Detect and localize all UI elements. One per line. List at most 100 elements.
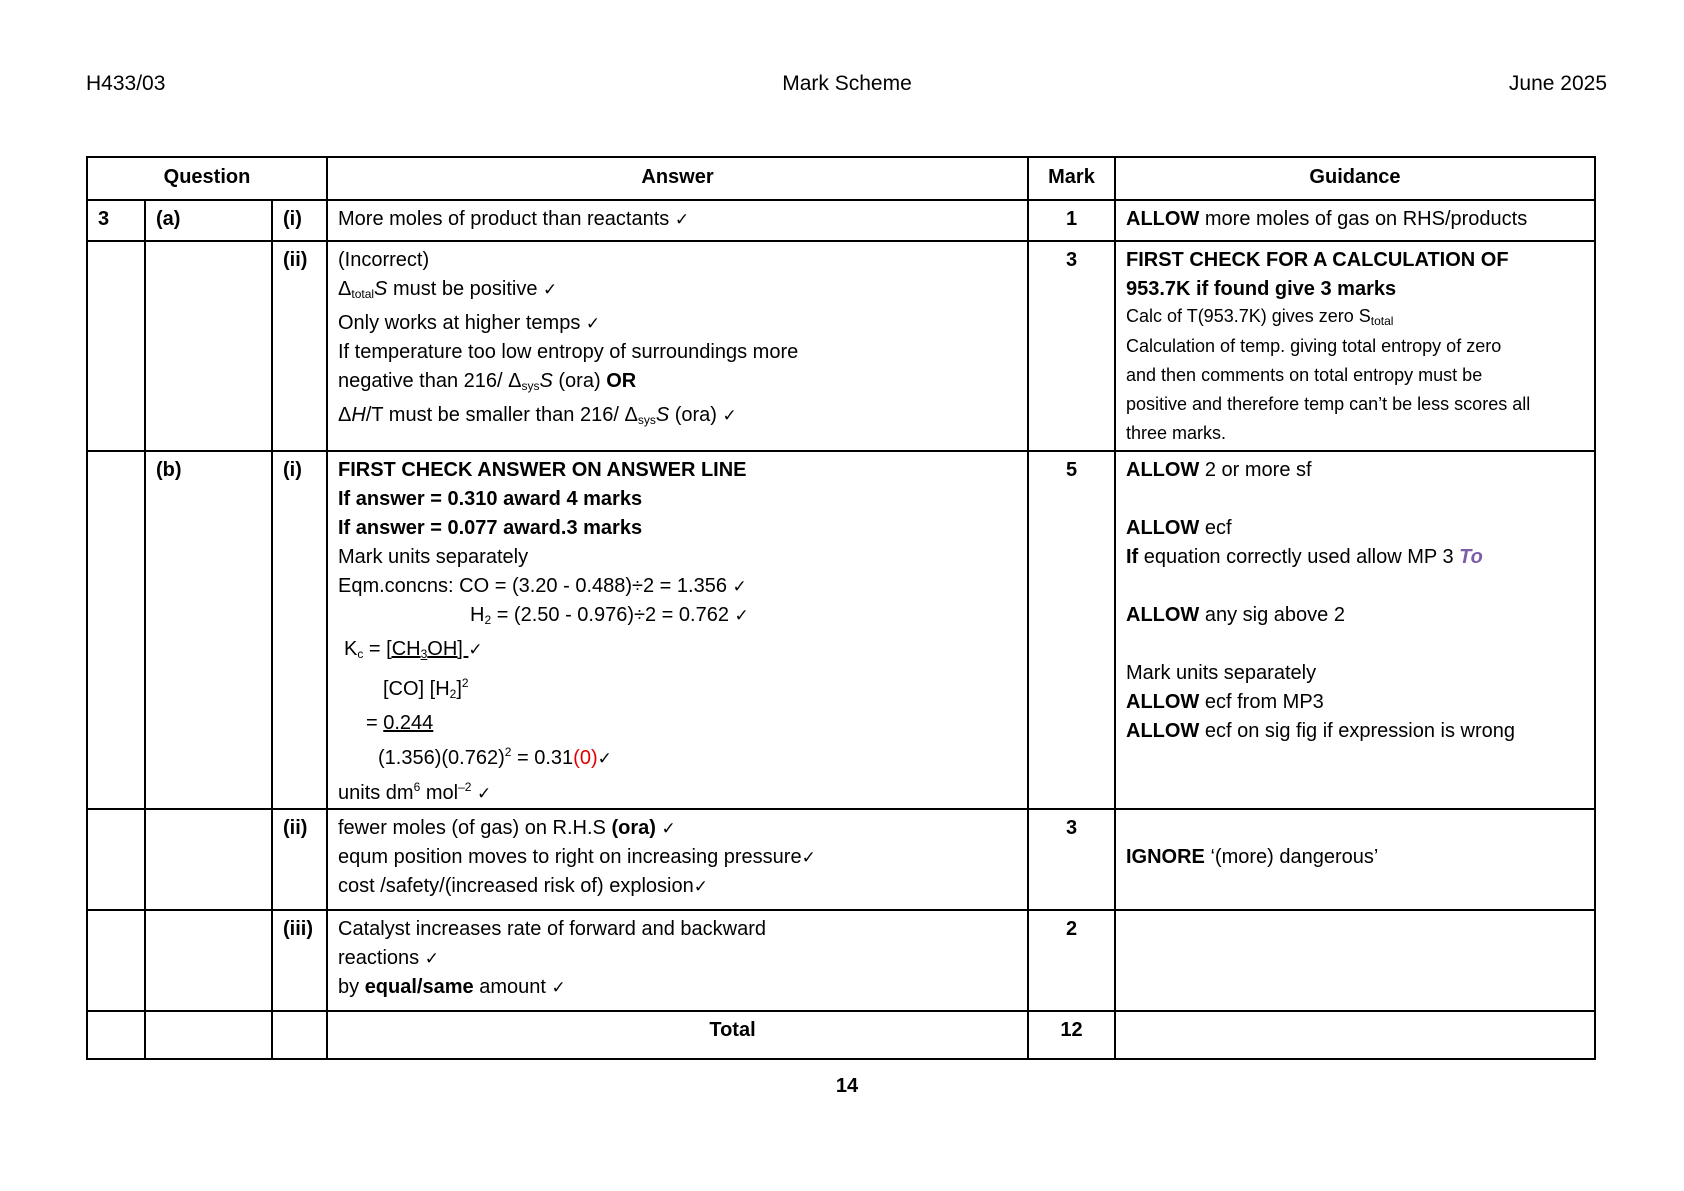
answer-line: Only works at higher temps ✓ <box>338 309 1017 338</box>
text-segment: If answer = 0.310 award 4 marks <box>338 488 643 510</box>
text-segment: total <box>1370 314 1394 328</box>
text-segment: ALLOW <box>1126 691 1200 713</box>
page-number: 14 <box>835 1075 859 1097</box>
answer-line: If answer = 0.077 award.3 marks <box>338 514 1017 543</box>
guidance-line <box>1126 572 1584 601</box>
mark-cell: 2 <box>1027 909 1116 1012</box>
mark-cell: 1 <box>1027 199 1116 242</box>
text-segment: IGNORE <box>1126 846 1205 868</box>
guidance-line: Calc of T(953.7K) gives zero Stotal <box>1126 304 1584 334</box>
tick-icon: ✓ <box>585 314 601 333</box>
tick-icon: ✓ <box>477 784 492 803</box>
text-segment: Only works at higher temps <box>338 312 586 334</box>
text-segment: (0) <box>573 747 598 769</box>
text-segment: = <box>363 638 387 660</box>
guidance-cell: ALLOW more moles of gas on RHS/products <box>1114 199 1596 242</box>
text-segment: 2 <box>504 745 512 759</box>
empty-cell <box>1114 1010 1596 1060</box>
text-segment: [CH <box>386 638 421 660</box>
mark-cell: 3 <box>1027 240 1116 452</box>
text-segment: OH] <box>427 638 469 660</box>
text-segment: More moles of product than reactants <box>338 208 675 230</box>
answer-cell: FIRST CHECK ANSWER ON ANSWER LINE If answ… <box>326 450 1029 810</box>
text-segment: S <box>374 278 388 300</box>
answer-line: units dm6 mol–2 ✓ <box>338 773 1017 808</box>
text-segment: ALLOW <box>1126 517 1200 539</box>
guidance-line: If equation correctly used allow MP 3 To <box>1126 543 1584 572</box>
guidance-line: ALLOW any sig above 2 <box>1126 601 1584 630</box>
answer-line: cost /safety/(increased risk of) explosi… <box>338 872 1017 901</box>
text-segment: 3 <box>420 647 428 661</box>
text-segment: positive and therefore temp can’t be les… <box>1126 394 1531 414</box>
text-segment: Mark units separately <box>1126 662 1317 684</box>
tick-icon: ✓ <box>801 848 816 867</box>
answer-line: Kc = [CH3OH] ✓ <box>338 635 1017 669</box>
guidance-line: FIRST CHECK FOR A CALCULATION OF <box>1126 246 1584 275</box>
question-q3: (ii) <box>271 808 328 911</box>
text-segment: units dm <box>338 782 414 804</box>
total-label: Total <box>326 1010 1029 1060</box>
answer-line: equm position moves to right on increasi… <box>338 843 1017 872</box>
tick-icon: ✓ <box>693 877 708 896</box>
text-segment: S <box>539 370 553 392</box>
text-segment: equation correctly used allow MP 3 <box>1138 546 1460 568</box>
question-q2 <box>144 808 273 911</box>
empty-cell <box>271 1010 328 1060</box>
text-segment: 0.244 <box>383 712 434 734</box>
text-segment: 2 or more sf <box>1199 459 1312 481</box>
table-row: (iii) Catalyst increases rate of forward … <box>86 909 1596 1012</box>
answer-line: ΔH/T must be smaller than 216/ ΔsysS (or… <box>338 401 1017 435</box>
guidance-notes: Calc of T(953.7K) gives zero Stotal Calcu… <box>1126 304 1584 450</box>
text-segment: Eqm.concns: CO = (3.20 - 0.488)÷2 = 1.35… <box>338 575 733 597</box>
document-title: Mark Scheme <box>782 72 912 95</box>
empty-cell <box>144 1010 273 1060</box>
table-row: (ii) (Incorrect) ΔtotalS must be positive … <box>86 240 1596 452</box>
text-segment: amount <box>473 976 552 998</box>
tick-icon: ✓ <box>674 210 690 229</box>
guidance-line: ALLOW ecf from MP3 <box>1126 688 1584 717</box>
answer-line: Eqm.concns: CO = (3.20 - 0.488)÷2 = 1.35… <box>338 572 1017 601</box>
answer-line: (Incorrect) <box>338 246 1017 275</box>
answer-line: More moles of product than reactants ✓ <box>338 205 1017 234</box>
header-answer: Answer <box>326 156 1029 201</box>
answer-line: = 0.244 <box>338 709 1017 738</box>
guidance-line <box>1126 814 1584 843</box>
guidance-line: three marks. <box>1126 421 1584 450</box>
text-segment: Δ <box>338 404 352 426</box>
text-segment: Calculation of temp. giving total entrop… <box>1126 336 1502 356</box>
total-mark: 12 <box>1027 1010 1116 1060</box>
text-segment: ecf <box>1199 517 1232 539</box>
question-q1 <box>86 450 146 810</box>
paper-code: H433/03 <box>86 72 166 95</box>
text-segment: by <box>338 976 365 998</box>
text-segment: (1.356)(0.762) <box>378 747 505 769</box>
answer-line: (1.356)(0.762)2 = 0.31(0)✓ <box>338 738 1017 773</box>
tick-icon: ✓ <box>551 978 566 997</box>
text-segment: [CO] [H <box>383 678 450 700</box>
question-q3: (iii) <box>271 909 328 1012</box>
tick-icon: ✓ <box>722 406 737 425</box>
text-segment: 6 <box>413 780 421 794</box>
text-segment: c <box>357 647 364 661</box>
answer-line: ΔtotalS must be positive ✓ <box>338 275 1017 309</box>
text-segment: FIRST CHECK FOR A CALCULATION OF <box>1126 249 1509 271</box>
answer-line: [CO] [H2]2 <box>338 669 1017 709</box>
question-q1 <box>86 240 146 452</box>
text-segment: ALLOW <box>1126 208 1200 230</box>
tick-icon: ✓ <box>734 606 749 625</box>
answer-line: reactions ✓ <box>338 944 1017 973</box>
answer-cell: Catalyst increases rate of forward and b… <box>326 909 1029 1012</box>
text-segment: OR <box>606 370 637 392</box>
text-segment: (ora) <box>611 817 656 839</box>
text-segment: negative than 216/ Δ <box>338 370 522 392</box>
text-segment: (ora) <box>552 370 607 392</box>
guidance-line: ALLOW 2 or more sf <box>1126 456 1584 485</box>
mark-cell: 5 <box>1027 450 1116 810</box>
tick-icon: ✓ <box>597 749 612 768</box>
text-segment: and then comments on total entropy must … <box>1126 365 1483 385</box>
question-q2 <box>144 909 273 1012</box>
guidance-line: ALLOW more moles of gas on RHS/products <box>1126 205 1584 234</box>
question-q2: (b) <box>144 450 273 810</box>
guidance-line: ALLOW ecf <box>1126 514 1584 543</box>
text-segment: If <box>1126 546 1139 568</box>
